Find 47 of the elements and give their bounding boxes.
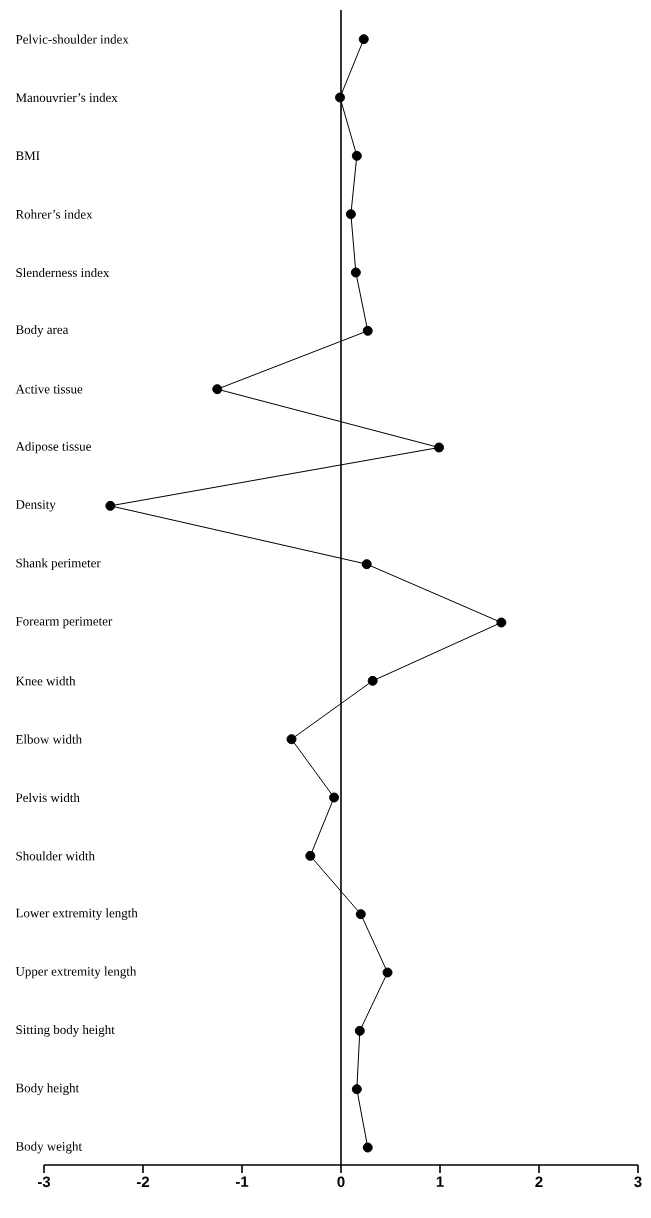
y-tick-label: Elbow width [15, 734, 82, 744]
y-tick-label: Slenderness index [16, 267, 110, 278]
point [361, 559, 372, 570]
point [329, 792, 340, 803]
y-tick-label: Manouvrier’s index [15, 92, 118, 103]
y-tick-label: Shank perimeter [16, 558, 101, 571]
x-tick-label: 1 [436, 1176, 444, 1187]
point [351, 150, 362, 161]
x-tick-label: -1 [235, 1176, 249, 1187]
point [362, 325, 373, 336]
y-tick-label: Pelvic-shoulder index [15, 34, 129, 44]
x-tick-label: 0 [337, 1176, 345, 1188]
point [286, 734, 297, 745]
point [496, 617, 507, 628]
y-tick-label: Body height [15, 1083, 80, 1096]
point [350, 267, 361, 278]
y-tick-label: Forearm perimeter [15, 616, 113, 629]
y-tick-label: Rohrer’s index [15, 209, 93, 219]
point [367, 675, 378, 686]
point [335, 92, 346, 103]
y-tick-label: BMI [15, 151, 40, 161]
y-tick-label: Sitting body height [16, 1024, 115, 1037]
y-tick-label: Density [15, 500, 56, 512]
point [105, 500, 116, 511]
point [434, 442, 445, 453]
y-tick-label: Body weight [15, 1141, 82, 1154]
point [382, 967, 393, 978]
point [358, 34, 369, 45]
point [354, 1025, 365, 1036]
x-tick-label: -3 [37, 1176, 51, 1188]
y-tick-label: Body area [15, 324, 69, 337]
x-tick-label: 2 [535, 1176, 543, 1187]
point [351, 1084, 362, 1095]
point [305, 850, 316, 861]
point [362, 1142, 373, 1153]
x-tick-label: 3 [634, 1176, 642, 1188]
y-tick-label: Adipose tissue [15, 441, 91, 454]
y-tick-label: Upper extremity length [15, 966, 137, 979]
y-tick-label: Lower extremity length [15, 908, 138, 921]
x-tick-label: -2 [136, 1176, 150, 1187]
y-tick-label: Pelvis width [15, 792, 80, 803]
y-tick-label: Knee width [15, 676, 76, 686]
point [355, 909, 366, 920]
point [345, 209, 356, 220]
y-tick-label: Active tissue [15, 384, 83, 394]
point [212, 384, 223, 395]
y-tick-label: Shoulder width [16, 851, 95, 861]
